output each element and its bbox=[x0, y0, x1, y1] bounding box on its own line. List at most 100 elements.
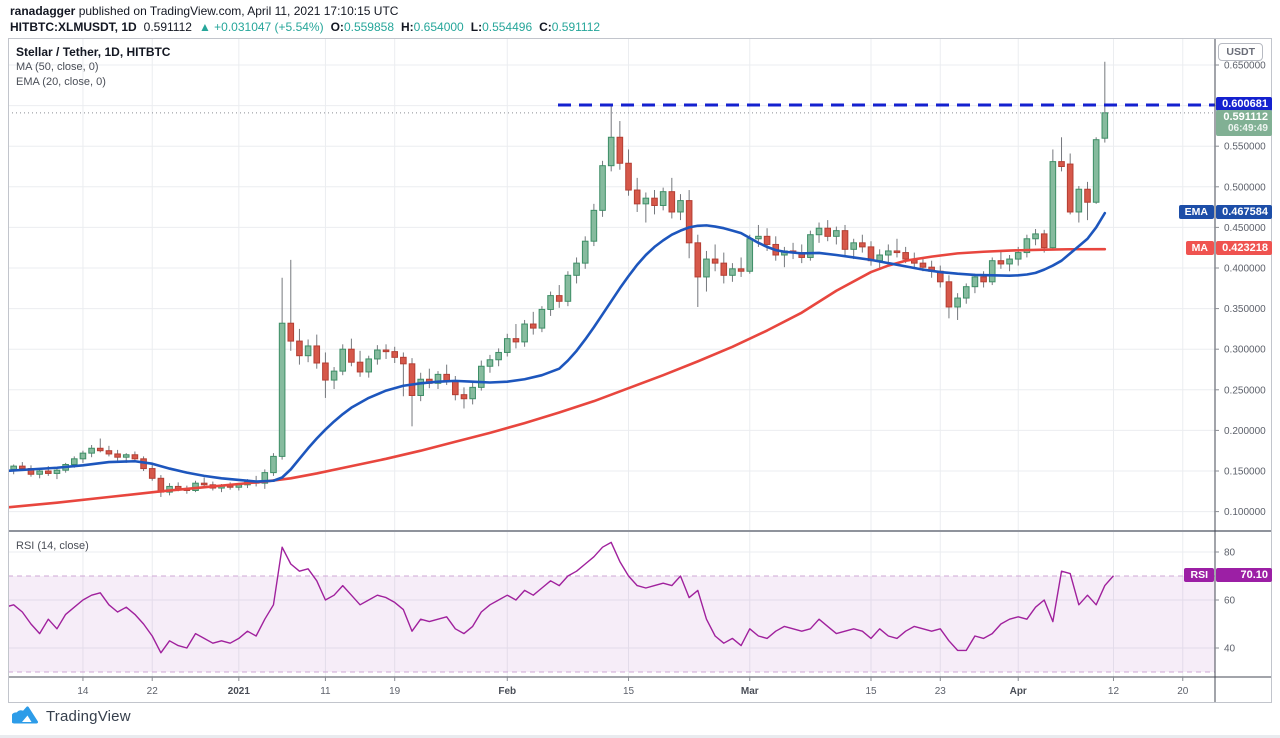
candle-down bbox=[452, 380, 459, 396]
candle-up bbox=[755, 235, 762, 240]
candle-down bbox=[711, 258, 719, 264]
time-tick-label: 19 bbox=[389, 686, 401, 697]
last-price-badge: 0.591112 06:49:49 bbox=[1216, 109, 1272, 136]
candle-up bbox=[434, 373, 442, 384]
candle-down bbox=[902, 252, 909, 260]
time-tick-label: Feb bbox=[498, 686, 516, 697]
candle-down bbox=[685, 200, 693, 244]
candle-up bbox=[478, 365, 485, 388]
high-value: 0.654000 bbox=[413, 20, 464, 34]
ma50-line bbox=[8, 247, 1107, 509]
candle-up bbox=[261, 472, 269, 484]
symbol-title: HITBTC:XLMUSDT, 1D bbox=[10, 20, 137, 34]
candle-down bbox=[633, 189, 641, 205]
candle-up bbox=[365, 358, 373, 373]
candle-down bbox=[824, 227, 832, 237]
tradingview-logo-link[interactable]: TradingView bbox=[12, 706, 131, 726]
candle-up bbox=[954, 297, 961, 308]
byline-text: published on TradingView.com, April 11, … bbox=[75, 4, 399, 18]
open-value: 0.559858 bbox=[343, 20, 394, 34]
candle-up bbox=[270, 455, 277, 474]
candle-up bbox=[547, 295, 554, 310]
tradingview-logo-icon bbox=[12, 706, 38, 724]
time-tick-label: 15 bbox=[623, 686, 635, 697]
low-label: L: bbox=[470, 20, 483, 34]
candle-up bbox=[850, 242, 857, 250]
candle-down bbox=[382, 349, 390, 353]
close-label: C: bbox=[539, 20, 552, 34]
candle-down bbox=[1084, 188, 1091, 203]
candle-down bbox=[131, 454, 139, 460]
candle-down bbox=[1066, 163, 1074, 213]
candle-down bbox=[720, 262, 728, 276]
candle-up bbox=[53, 469, 61, 474]
ema20-line bbox=[8, 211, 1107, 483]
time-tick-label: 11 bbox=[320, 686, 331, 697]
candle-up bbox=[599, 165, 606, 211]
price-change: ▲ +0.031047 (+5.54%) bbox=[198, 20, 324, 34]
candle-up bbox=[521, 323, 528, 343]
candle-down bbox=[945, 281, 953, 308]
last-price-value: 0.591112 bbox=[1223, 110, 1268, 123]
candle-up bbox=[659, 191, 667, 206]
byline: ranadagger published on TradingView.com,… bbox=[10, 3, 600, 19]
ema-value-badge: 0.467584 bbox=[1216, 205, 1272, 220]
candle-up bbox=[417, 378, 424, 396]
candle-up bbox=[1049, 161, 1057, 249]
symbol-info-line: HITBTC:XLMUSDT, 1D 0.591112 ▲ +0.031047 (+… bbox=[10, 19, 600, 35]
time-tick-label: 14 bbox=[77, 686, 89, 697]
high-label: H: bbox=[401, 20, 414, 34]
candle-up bbox=[278, 322, 286, 457]
candle-up bbox=[374, 349, 381, 360]
low-value: 0.554496 bbox=[482, 20, 533, 34]
candle-down bbox=[348, 348, 355, 363]
ma-tag-badge: MA bbox=[1185, 241, 1214, 256]
candle-down bbox=[1058, 161, 1065, 167]
price-tick-label: 0.550000 bbox=[1224, 142, 1266, 153]
candle-down bbox=[529, 323, 537, 329]
candle-up bbox=[746, 238, 754, 272]
candle-down bbox=[512, 338, 520, 343]
candle-up bbox=[538, 308, 546, 329]
candle-down bbox=[893, 250, 901, 254]
time-tick-label: Apr bbox=[1010, 686, 1027, 697]
candle-down bbox=[859, 242, 866, 248]
open-label: O: bbox=[330, 20, 344, 34]
candle-down bbox=[408, 363, 416, 396]
candle-up bbox=[1023, 238, 1031, 254]
candle-down bbox=[148, 468, 156, 479]
rsi-line bbox=[8, 541, 1115, 654]
time-tick-label: 20 bbox=[1177, 686, 1189, 697]
candle-up bbox=[70, 458, 78, 466]
time-tick-label: 22 bbox=[147, 686, 159, 697]
candle-down bbox=[980, 276, 987, 283]
candle-down bbox=[651, 197, 658, 206]
price-tick-label: 0.450000 bbox=[1224, 223, 1266, 234]
candle-up bbox=[1092, 139, 1100, 203]
candle-down bbox=[763, 235, 771, 245]
currency-toggle-button[interactable]: USDT bbox=[1218, 43, 1263, 61]
candle-up bbox=[339, 348, 347, 372]
rsi-tick-label: 80 bbox=[1224, 548, 1236, 559]
candle-down bbox=[114, 453, 121, 458]
rsi-value-badge: 70.10 bbox=[1216, 567, 1272, 582]
close-value: 0.591112 bbox=[551, 20, 601, 34]
candle-up bbox=[36, 470, 43, 475]
candle-up bbox=[1014, 252, 1022, 260]
chart-canvas[interactable]: 0.6500000.6000000.5500000.5000000.450000… bbox=[8, 38, 1272, 703]
candle-up bbox=[590, 209, 598, 242]
candle-up bbox=[607, 136, 615, 167]
candle-up bbox=[703, 258, 710, 278]
candle-down bbox=[1040, 233, 1048, 249]
time-tick-label: 12 bbox=[1108, 686, 1120, 697]
candle-down bbox=[841, 230, 849, 250]
candle-up bbox=[122, 454, 130, 458]
candle-down bbox=[400, 356, 407, 365]
price-tick-label: 0.200000 bbox=[1224, 426, 1266, 437]
candle-down bbox=[296, 340, 303, 357]
candle-up bbox=[304, 345, 312, 357]
candle-down bbox=[694, 242, 702, 278]
candle-down bbox=[625, 162, 632, 191]
candle-up bbox=[10, 465, 17, 470]
